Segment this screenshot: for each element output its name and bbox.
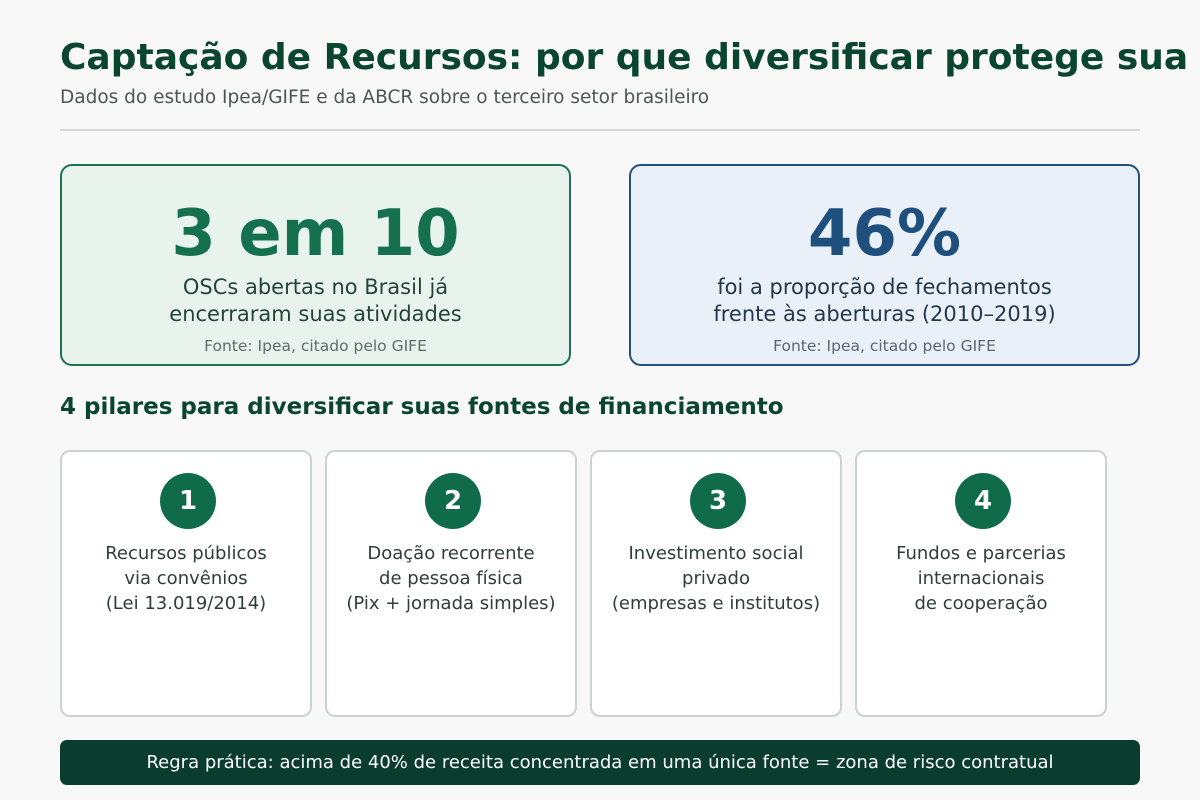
stat-value: 46%	[807, 197, 962, 271]
pillar-text-line: Fundos e parcerias	[896, 543, 1066, 564]
stat-description-line: frente às aberturas (2010–2019)	[713, 302, 1056, 326]
stat-description-line: OSCs abertas no Brasil já	[182, 275, 449, 299]
page-subtitle: Dados do estudo Ipea/GIFE e da ABCR sobr…	[60, 87, 710, 108]
stat-card-ratio: 46% foi a proporção de fechamentos frent…	[629, 164, 1140, 366]
pillar-text: Doação recorrente de pessoa física (Pix …	[327, 541, 575, 616]
pillar-text-line: (empresas e institutos)	[611, 593, 821, 614]
pillar-text-line: Investimento social	[628, 543, 804, 564]
pillar-text-line: internacionais	[917, 568, 1045, 589]
stat-source: Fonte: Ipea, citado pelo GIFE	[204, 337, 427, 355]
pillar-number-badge: 3	[690, 473, 746, 529]
page-title: Captação de Recursos: por que diversific…	[60, 37, 1189, 78]
stat-card-closures: 3 em 10 OSCs abertas no Brasil já encerr…	[60, 164, 571, 366]
pillar-number-badge: 2	[425, 473, 481, 529]
pillar-number-badge: 1	[160, 473, 216, 529]
pillar-card-public-funding: 1 Recursos públicos via convênios (Lei 1…	[60, 450, 312, 717]
pillar-text-line: via convênios	[124, 568, 248, 589]
pillar-text-line: (Lei 13.019/2014)	[105, 593, 267, 614]
stat-description: OSCs abertas no Brasil já encerraram sua…	[62, 274, 569, 328]
pillar-text-line: privado	[682, 568, 750, 589]
pillar-card-international-funds: 4 Fundos e parcerias internacionais de c…	[855, 450, 1107, 717]
pillars-section-title: 4 pilares para diversificar suas fontes …	[60, 394, 784, 420]
pillar-text-line: Recursos públicos	[105, 543, 267, 564]
rule-banner: Regra prática: acima de 40% de receita c…	[60, 740, 1140, 785]
pillar-text-line: de cooperação	[914, 593, 1048, 614]
pillar-card-recurring-donation: 2 Doação recorrente de pessoa física (Pi…	[325, 450, 577, 717]
stat-description-line: foi a proporção de fechamentos	[717, 275, 1052, 299]
stat-description: foi a proporção de fechamentos frente às…	[631, 274, 1138, 328]
header-divider	[60, 129, 1140, 131]
pillar-text-line: (Pix + jornada simples)	[346, 593, 556, 614]
pillar-text: Fundos e parcerias internacionais de coo…	[857, 541, 1105, 616]
pillar-text-line: de pessoa física	[379, 568, 523, 589]
stat-value: 3 em 10	[171, 197, 460, 271]
pillar-number-badge: 4	[955, 473, 1011, 529]
pillar-text-line: Doação recorrente	[367, 543, 535, 564]
pillar-card-private-investment: 3 Investimento social privado (empresas …	[590, 450, 842, 717]
pillar-text: Recursos públicos via convênios (Lei 13.…	[62, 541, 310, 616]
pillar-text: Investimento social privado (empresas e …	[592, 541, 840, 616]
stat-description-line: encerraram suas atividades	[169, 302, 462, 326]
stat-source: Fonte: Ipea, citado pelo GIFE	[773, 337, 996, 355]
